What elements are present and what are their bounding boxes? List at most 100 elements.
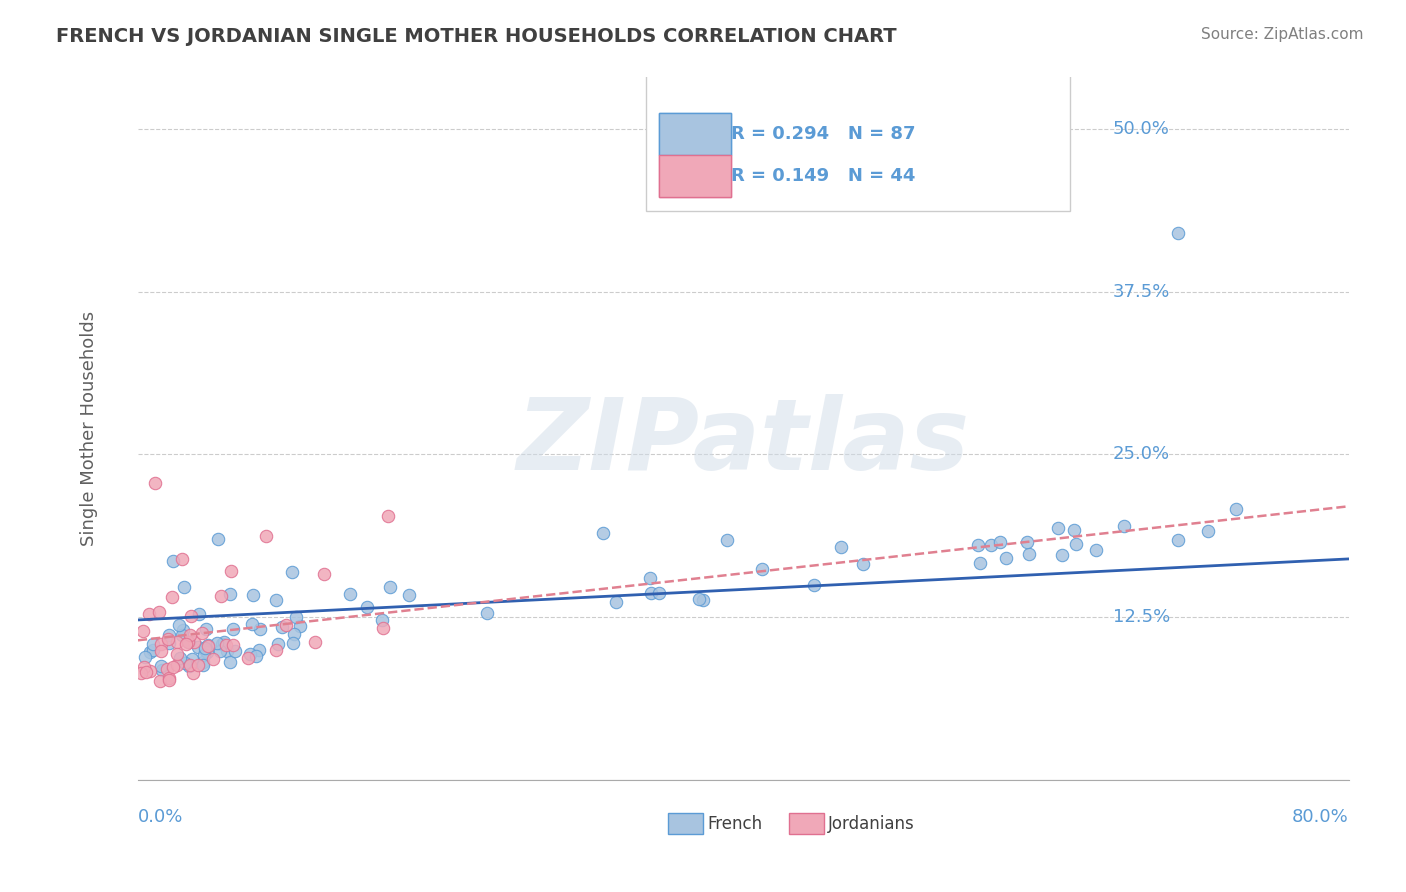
Point [1017, 535, 1039, 549]
Point [281, 636, 304, 650]
Point [214, 635, 236, 649]
Point [148, 605, 170, 619]
Point [967, 538, 990, 552]
Point [142, 636, 165, 650]
Point [803, 577, 825, 591]
Point [377, 508, 399, 523]
Point [1167, 227, 1189, 241]
FancyBboxPatch shape [658, 154, 731, 197]
Point [162, 554, 184, 568]
Text: Jordanians: Jordanians [828, 814, 915, 833]
Point [236, 651, 259, 665]
Point [638, 571, 661, 585]
Text: 0.0%: 0.0% [138, 807, 183, 826]
Point [224, 644, 246, 658]
Text: French: French [707, 814, 762, 833]
Point [1018, 547, 1040, 561]
Point [138, 607, 160, 622]
Point [190, 626, 212, 640]
Point [194, 643, 217, 657]
Text: ZIPatlas: ZIPatlas [517, 394, 970, 491]
Point [139, 665, 162, 679]
Point [195, 644, 218, 658]
Point [195, 622, 218, 636]
Point [177, 658, 200, 673]
Point [245, 648, 267, 663]
Text: R = 0.294   N = 87: R = 0.294 N = 87 [731, 125, 915, 143]
Point [135, 665, 157, 680]
Point [283, 627, 305, 641]
Point [143, 475, 166, 490]
Point [132, 624, 155, 638]
Point [222, 622, 245, 636]
Point [157, 635, 180, 649]
Point [174, 657, 197, 671]
Point [1063, 524, 1085, 538]
Text: Single Mother Households: Single Mother Households [80, 311, 98, 546]
Point [150, 658, 173, 673]
Point [219, 565, 242, 579]
Point [592, 526, 614, 541]
Point [339, 587, 361, 601]
Point [173, 580, 195, 594]
Point [172, 551, 194, 566]
Point [242, 588, 264, 602]
Text: FRENCH VS JORDANIAN SINGLE MOTHER HOUSEHOLDS CORRELATION CHART: FRENCH VS JORDANIAN SINGLE MOTHER HOUSEH… [56, 27, 897, 45]
Point [177, 634, 200, 648]
Point [149, 637, 172, 651]
Point [181, 665, 204, 680]
Point [170, 628, 193, 642]
Point [378, 580, 401, 594]
Point [209, 589, 232, 603]
Point [370, 613, 392, 627]
Point [980, 537, 1002, 551]
Point [647, 586, 669, 600]
Point [142, 643, 165, 657]
Point [166, 658, 188, 673]
Point [969, 556, 991, 570]
Point [138, 645, 160, 659]
Point [605, 594, 627, 608]
FancyBboxPatch shape [647, 63, 1070, 211]
Point [157, 673, 180, 687]
Point [1197, 524, 1219, 538]
Point [191, 655, 214, 669]
Point [264, 642, 287, 657]
Point [314, 566, 336, 581]
Point [197, 639, 219, 653]
Point [162, 591, 184, 605]
Point [180, 609, 202, 624]
Point [188, 607, 211, 622]
Point [1167, 533, 1189, 547]
Point [1084, 543, 1107, 558]
Point [162, 660, 184, 674]
Point [157, 671, 180, 685]
Point [129, 666, 152, 681]
Text: 12.5%: 12.5% [1112, 608, 1170, 626]
Point [167, 618, 190, 632]
Point [271, 620, 294, 634]
Point [157, 628, 180, 642]
Point [218, 655, 240, 669]
Point [285, 610, 308, 624]
Point [356, 599, 378, 614]
Point [688, 591, 710, 606]
FancyBboxPatch shape [668, 814, 703, 833]
Point [692, 593, 714, 607]
Point [249, 622, 271, 636]
Point [215, 643, 238, 657]
Point [179, 628, 201, 642]
Point [239, 647, 262, 661]
Point [150, 643, 173, 657]
Point [207, 532, 229, 546]
Point [304, 635, 326, 649]
Point [266, 592, 288, 607]
Text: Source: ZipAtlas.com: Source: ZipAtlas.com [1201, 27, 1364, 42]
Point [183, 634, 205, 648]
Point [477, 606, 499, 620]
Point [1112, 518, 1135, 533]
Point [150, 663, 173, 677]
Point [830, 541, 852, 555]
Text: 50.0%: 50.0% [1112, 120, 1170, 138]
Point [751, 562, 773, 576]
